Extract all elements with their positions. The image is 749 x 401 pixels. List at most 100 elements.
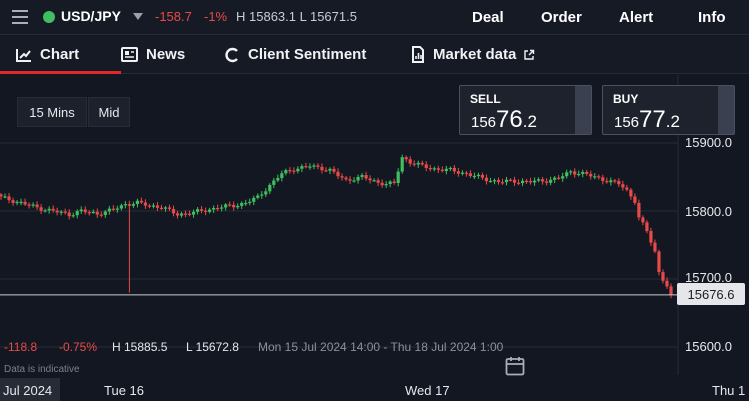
candle	[524, 180, 529, 182]
candle	[328, 168, 332, 171]
candle	[332, 168, 336, 172]
tab-label: Market data	[433, 46, 517, 63]
price-chart[interactable]: 15 Mins Mid SELL 15676.2 BUY 15677.2 159…	[0, 75, 749, 401]
candle	[336, 171, 340, 177]
candle	[23, 201, 27, 205]
candle	[476, 174, 481, 177]
candle	[83, 209, 87, 213]
instrument-name[interactable]: USD/JPY	[61, 8, 121, 24]
candle	[348, 179, 352, 181]
candle	[99, 214, 103, 216]
candle	[376, 180, 380, 183]
order-button[interactable]: Order	[541, 9, 582, 26]
top-bar: USD/JPY -158.7 -1% H 15863.1 L 15671.5 D…	[0, 0, 749, 35]
info-button[interactable]: Info	[698, 9, 726, 26]
candle	[159, 207, 164, 209]
tab-label: News	[146, 46, 186, 63]
candle	[492, 180, 497, 182]
tab-chart[interactable]: Chart	[0, 36, 122, 74]
buy-price-suffix: .2	[665, 112, 680, 131]
candle	[167, 207, 172, 209]
tab-news[interactable]: News	[121, 36, 185, 73]
candle	[456, 171, 460, 174]
tab-bar: Chart News Client Sentiment Market data	[0, 36, 749, 74]
candle	[199, 209, 204, 211]
candlestick-plot[interactable]	[0, 75, 749, 401]
x-tick-label: Tue 16	[104, 383, 144, 398]
candle	[508, 179, 513, 181]
chevron-down-icon[interactable]	[133, 13, 143, 20]
candle	[528, 180, 533, 183]
candle	[613, 180, 617, 182]
candle	[629, 189, 633, 197]
candle	[340, 176, 344, 178]
candle	[308, 166, 312, 168]
candle	[436, 168, 440, 170]
sell-side-panel	[575, 86, 591, 134]
range-low: L 15672.8	[186, 340, 239, 354]
candle	[212, 207, 216, 210]
candle	[208, 209, 212, 212]
candle	[320, 166, 324, 171]
candle	[316, 165, 320, 167]
candle	[11, 200, 15, 203]
deal-button[interactable]: Deal	[472, 9, 504, 26]
sell-price: 15676.2	[471, 106, 537, 134]
candle	[260, 194, 264, 196]
candle	[464, 172, 468, 174]
candle	[368, 178, 372, 181]
price-type-selector[interactable]: Mid	[88, 97, 130, 127]
tab-client-sentiment[interactable]: Client Sentiment	[224, 36, 366, 73]
candle	[388, 181, 392, 185]
candle	[15, 201, 19, 204]
candle	[496, 180, 501, 183]
candle	[292, 170, 296, 172]
buy-label: BUY	[613, 92, 639, 106]
candle	[609, 180, 613, 183]
candle	[392, 181, 396, 184]
disclaimer-text: Data is indicative	[4, 364, 80, 375]
daily-change: -158.7	[155, 9, 192, 24]
candle	[95, 211, 99, 215]
candle	[0, 194, 3, 197]
candle	[372, 180, 376, 182]
y-tick-label: 15800.0	[685, 204, 732, 219]
candle	[103, 211, 107, 216]
candle	[272, 180, 276, 185]
candle	[195, 209, 200, 212]
buy-button[interactable]: BUY 15677.2	[602, 85, 735, 135]
tab-market-data[interactable]: Market data	[411, 36, 535, 73]
candle	[139, 200, 144, 203]
date-range: Mon 15 Jul 2024 14:00 - Thu 18 Jul 2024 …	[258, 340, 504, 354]
candle	[633, 196, 637, 203]
candle	[665, 280, 669, 287]
timeframe-selector[interactable]: 15 Mins	[17, 97, 87, 127]
candle	[155, 205, 160, 208]
sentiment-icon	[225, 47, 238, 62]
sell-button[interactable]: SELL 15676.2	[459, 85, 592, 135]
candle	[589, 173, 593, 177]
candle	[581, 171, 585, 174]
y-tick-label: 15600.0	[685, 339, 732, 354]
candle	[549, 179, 553, 183]
candle	[71, 215, 75, 217]
menu-icon[interactable]	[12, 10, 28, 24]
candle	[532, 180, 537, 183]
candle	[91, 211, 95, 214]
candle	[408, 159, 412, 164]
candle	[504, 179, 509, 183]
candle	[204, 210, 208, 212]
candle	[244, 202, 248, 205]
candle	[541, 179, 545, 182]
market-open-status-icon	[43, 11, 55, 23]
calendar-icon[interactable]	[505, 356, 525, 376]
y-tick-label: 15700.0	[685, 270, 732, 285]
candle	[472, 175, 477, 178]
news-icon	[121, 47, 138, 62]
candle	[621, 184, 625, 188]
candle	[520, 180, 525, 184]
candle	[3, 196, 7, 198]
candle	[312, 165, 316, 167]
alert-button[interactable]: Alert	[619, 9, 654, 26]
candle	[601, 177, 605, 181]
